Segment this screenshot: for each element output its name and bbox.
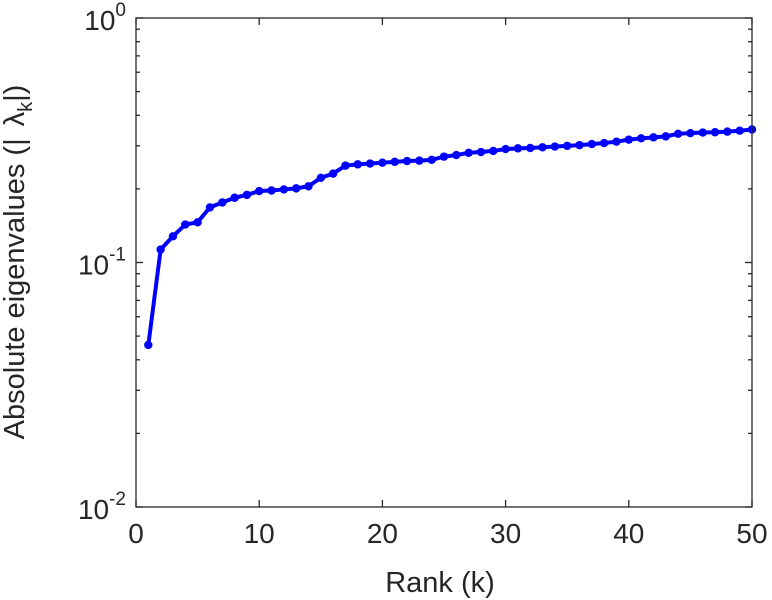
- plot-area-background: [136, 18, 752, 507]
- data-point: [636, 134, 646, 143]
- data-point: [230, 193, 239, 202]
- x-tick-label: 30: [490, 518, 521, 549]
- data-point: [575, 140, 584, 150]
- data-point: [279, 185, 289, 194]
- data-point: [599, 138, 609, 148]
- data-point: [316, 173, 325, 183]
- data-point: [513, 144, 523, 153]
- data-point: [390, 157, 399, 167]
- data-point: [538, 143, 547, 152]
- data-point: [710, 128, 720, 137]
- data-point: [476, 147, 486, 157]
- data-point: [501, 144, 510, 154]
- data-point: [144, 340, 153, 350]
- data-point: [156, 245, 165, 254]
- data-point: [587, 139, 597, 149]
- data-point: [661, 132, 670, 141]
- data-point: [415, 156, 424, 165]
- y-axis-label-symbol: λ: [0, 111, 31, 126]
- data-point: [365, 159, 375, 168]
- y-tick-label: 10-2: [78, 489, 126, 525]
- y-tick-label: 100: [84, 0, 126, 36]
- data-point: [489, 146, 498, 156]
- data-point: [723, 127, 732, 136]
- data-point: [181, 220, 190, 229]
- data-point: [205, 203, 215, 212]
- data-point: [353, 160, 362, 169]
- x-tick-label: 0: [128, 518, 144, 549]
- data-point: [267, 186, 276, 195]
- data-point: [255, 186, 264, 196]
- data-point: [242, 190, 252, 200]
- data-point: [624, 135, 633, 144]
- data-point: [304, 182, 313, 191]
- data-point: [735, 126, 744, 135]
- data-point: [402, 156, 412, 166]
- y-axis-label-subscript: k: [15, 101, 37, 112]
- data-point: [378, 158, 387, 167]
- data-point: [193, 218, 202, 227]
- x-tick-label: 50: [736, 518, 767, 549]
- plot-frame: [135, 17, 753, 508]
- y-axis-label-main: Absolute eigenvalues (|: [0, 138, 31, 439]
- y-axis-label: Absolute eigenvalues (| λk|): [0, 85, 37, 440]
- data-point: [328, 169, 338, 178]
- data-point: [649, 133, 658, 142]
- data-point: [526, 143, 535, 153]
- y-axis-label-end: |): [0, 85, 31, 102]
- data-point: [673, 129, 683, 139]
- data-point: [550, 142, 560, 151]
- data-point: [218, 198, 227, 207]
- data-point: [452, 150, 461, 160]
- data-point: [686, 128, 695, 138]
- x-tick-label: 20: [367, 518, 398, 549]
- data-point: [464, 148, 473, 157]
- data-point: [698, 128, 707, 137]
- data-point: [612, 137, 621, 146]
- data-point: [439, 152, 449, 161]
- y-tick-label: 10-1: [78, 245, 126, 281]
- data-point: [427, 155, 436, 165]
- x-axis-label: Rank (k): [385, 567, 495, 599]
- data-point: [291, 184, 301, 193]
- data-point: [341, 161, 350, 170]
- x-tick-label: 10: [244, 518, 275, 549]
- data-point: [168, 232, 178, 241]
- data-point: [563, 141, 572, 151]
- x-tick-label: 40: [613, 518, 644, 549]
